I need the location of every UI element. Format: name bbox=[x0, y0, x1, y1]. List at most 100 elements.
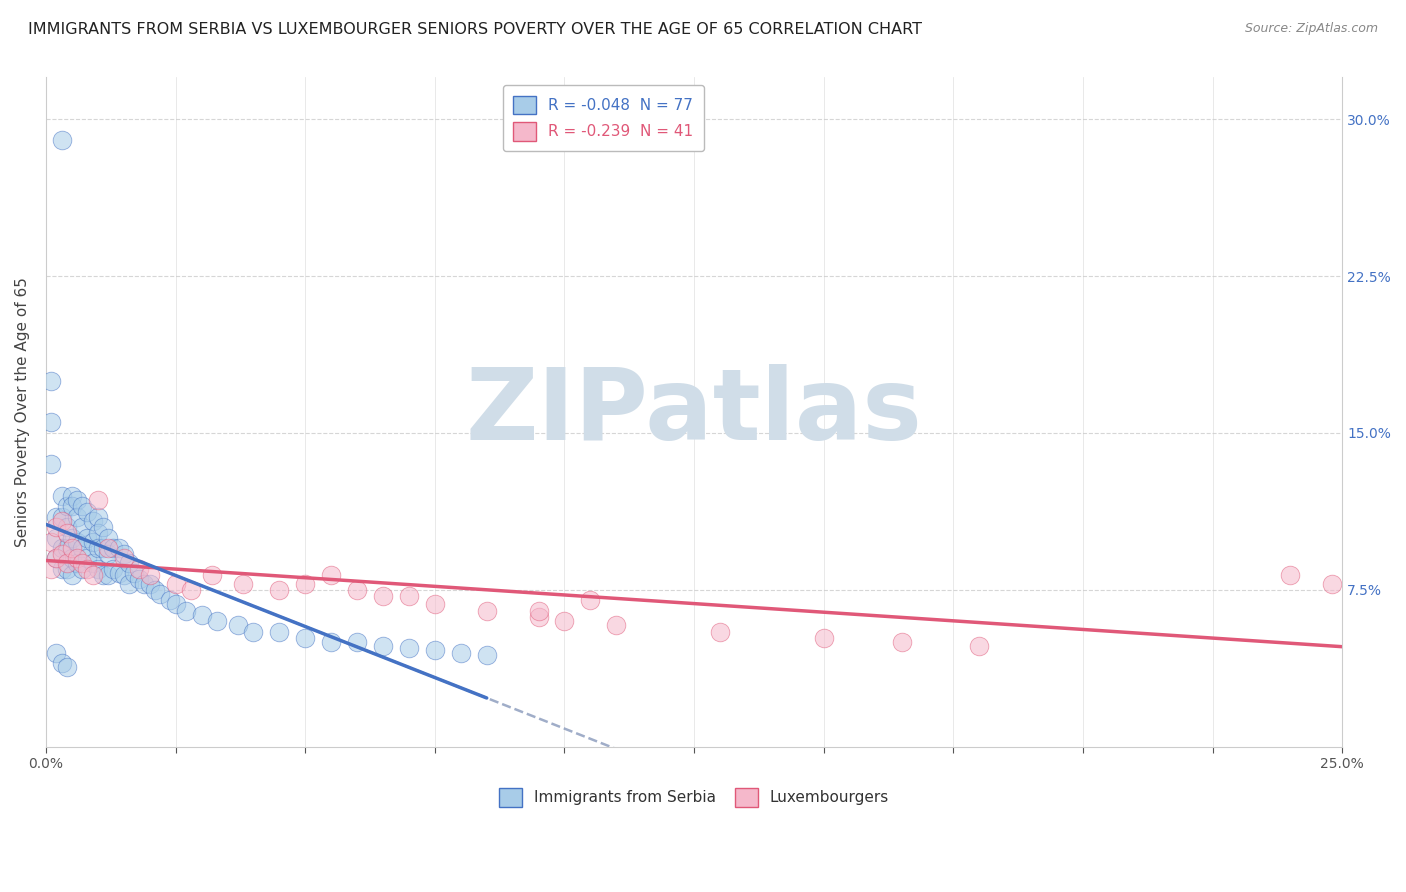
Point bbox=[527, 610, 550, 624]
Point bbox=[159, 593, 181, 607]
Point bbox=[118, 556, 141, 570]
Point bbox=[72, 520, 94, 534]
Point bbox=[87, 509, 110, 524]
Point bbox=[87, 562, 110, 576]
Point bbox=[527, 604, 550, 618]
Point bbox=[51, 656, 73, 670]
Text: IMMIGRANTS FROM SERBIA VS LUXEMBOURGER SENIORS POVERTY OVER THE AGE OF 65 CORREL: IMMIGRANTS FROM SERBIA VS LUXEMBOURGER S… bbox=[28, 22, 922, 37]
Point bbox=[134, 576, 156, 591]
Point bbox=[605, 618, 627, 632]
Point bbox=[450, 646, 472, 660]
Text: Source: ZipAtlas.com: Source: ZipAtlas.com bbox=[1244, 22, 1378, 36]
Point bbox=[55, 562, 77, 576]
Point bbox=[60, 551, 83, 566]
Point bbox=[51, 489, 73, 503]
Point bbox=[72, 556, 94, 570]
Point bbox=[553, 614, 575, 628]
Point bbox=[138, 568, 160, 582]
Point bbox=[97, 541, 120, 555]
Point bbox=[149, 587, 172, 601]
Point bbox=[76, 562, 98, 576]
Point bbox=[813, 631, 835, 645]
Point bbox=[143, 582, 166, 597]
Point bbox=[55, 499, 77, 513]
Point bbox=[1279, 568, 1302, 582]
Point bbox=[423, 643, 446, 657]
Point bbox=[72, 541, 94, 555]
Point bbox=[201, 568, 224, 582]
Point bbox=[82, 568, 104, 582]
Point bbox=[398, 641, 420, 656]
Point bbox=[346, 635, 368, 649]
Point bbox=[45, 531, 67, 545]
Point bbox=[55, 556, 77, 570]
Y-axis label: Seniors Poverty Over the Age of 65: Seniors Poverty Over the Age of 65 bbox=[15, 277, 30, 547]
Point bbox=[346, 582, 368, 597]
Point bbox=[1320, 576, 1343, 591]
Point bbox=[294, 631, 316, 645]
Point bbox=[51, 541, 73, 555]
Point bbox=[45, 551, 67, 566]
Point bbox=[232, 576, 254, 591]
Point bbox=[475, 648, 498, 662]
Point bbox=[103, 562, 125, 576]
Point bbox=[205, 614, 228, 628]
Point bbox=[39, 416, 62, 430]
Point bbox=[45, 520, 67, 534]
Point bbox=[51, 133, 73, 147]
Point bbox=[165, 598, 187, 612]
Point bbox=[55, 526, 77, 541]
Point bbox=[97, 531, 120, 545]
Point bbox=[82, 514, 104, 528]
Point bbox=[269, 582, 291, 597]
Point bbox=[66, 509, 89, 524]
Point bbox=[60, 499, 83, 513]
Point bbox=[138, 576, 160, 591]
Point bbox=[39, 562, 62, 576]
Point bbox=[76, 505, 98, 519]
Point bbox=[579, 593, 602, 607]
Point bbox=[112, 547, 135, 561]
Point bbox=[321, 568, 343, 582]
Point bbox=[76, 551, 98, 566]
Point bbox=[45, 646, 67, 660]
Point bbox=[226, 618, 249, 632]
Point bbox=[97, 568, 120, 582]
Point bbox=[371, 640, 394, 654]
Point bbox=[60, 541, 83, 555]
Point bbox=[122, 566, 145, 580]
Point bbox=[371, 589, 394, 603]
Point bbox=[72, 499, 94, 513]
Point bbox=[969, 640, 991, 654]
Point bbox=[118, 576, 141, 591]
Point bbox=[269, 624, 291, 639]
Point bbox=[72, 562, 94, 576]
Point bbox=[82, 534, 104, 549]
Point bbox=[39, 534, 62, 549]
Point bbox=[55, 520, 77, 534]
Point bbox=[91, 520, 114, 534]
Point bbox=[165, 576, 187, 591]
Point bbox=[66, 556, 89, 570]
Text: ZIPatlas: ZIPatlas bbox=[465, 364, 922, 460]
Point bbox=[60, 531, 83, 545]
Point bbox=[91, 568, 114, 582]
Point bbox=[87, 526, 110, 541]
Point bbox=[423, 598, 446, 612]
Point bbox=[66, 534, 89, 549]
Point bbox=[128, 562, 150, 576]
Point bbox=[398, 589, 420, 603]
Point bbox=[51, 547, 73, 561]
Point bbox=[107, 566, 129, 580]
Point bbox=[321, 635, 343, 649]
Point bbox=[51, 514, 73, 528]
Point bbox=[294, 576, 316, 591]
Point bbox=[242, 624, 264, 639]
Point bbox=[45, 551, 67, 566]
Point bbox=[128, 572, 150, 586]
Point bbox=[174, 604, 197, 618]
Point bbox=[107, 541, 129, 555]
Point bbox=[60, 568, 83, 582]
Point bbox=[112, 551, 135, 566]
Point bbox=[709, 624, 731, 639]
